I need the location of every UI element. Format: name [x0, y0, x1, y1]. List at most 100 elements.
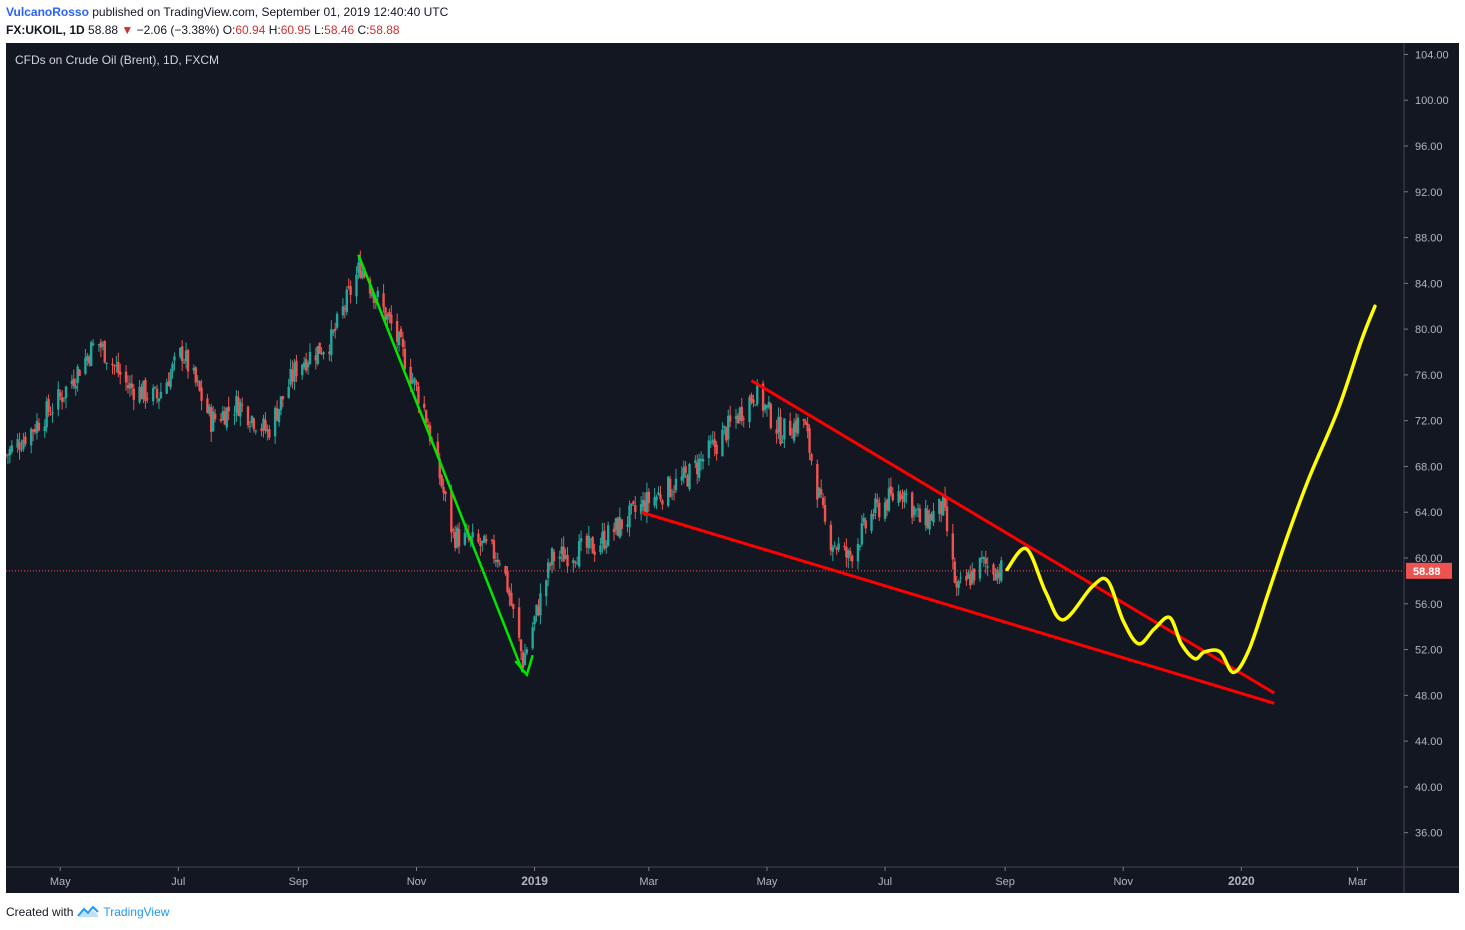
candle-body: [117, 361, 120, 374]
candle-body: [268, 429, 271, 438]
candle-body: [20, 449, 23, 451]
candle-body: [126, 385, 130, 388]
drawings-layer: [357, 254, 1377, 705]
candle-body: [223, 411, 227, 425]
candle-body: [332, 330, 335, 333]
candle-body: [688, 464, 691, 489]
author-link[interactable]: VulcanoRosso: [6, 5, 89, 19]
candle-body: [601, 532, 604, 544]
candle-body: [864, 520, 867, 529]
candle-body: [186, 349, 190, 372]
candle-body: [535, 604, 538, 616]
candle-body: [885, 499, 889, 511]
candle-body: [76, 366, 79, 384]
candle-body: [849, 551, 852, 555]
candle-body: [62, 397, 66, 399]
low-value: 58.46: [324, 23, 355, 37]
candle-body: [70, 380, 74, 385]
price-axis[interactable]: 104.00 100.00 96.00 92.00 88.00 84.00 80.00 76.…: [1403, 43, 1459, 893]
price-tick-label: 64.00: [1415, 507, 1443, 519]
candle-body: [539, 593, 542, 616]
candle-body: [457, 528, 461, 547]
time-tick-label: Jul: [878, 876, 892, 888]
candle-body: [200, 387, 203, 401]
candle-body: [657, 492, 660, 495]
candle-body: [998, 572, 1001, 578]
candle-body: [819, 489, 823, 495]
candle-body: [699, 458, 703, 461]
candle-body: [210, 407, 213, 432]
candle-body: [359, 260, 362, 278]
candle-body: [235, 395, 238, 413]
candle-body: [450, 491, 453, 533]
candle-body: [211, 411, 215, 432]
candle-body: [810, 453, 813, 461]
candle-body: [395, 320, 399, 342]
candle-body: [415, 381, 418, 385]
candle-body: [765, 405, 769, 408]
candle-body: [146, 398, 149, 400]
yellow-projection-path: [1005, 304, 1377, 675]
candle-body: [128, 383, 132, 389]
candle-body: [725, 427, 728, 441]
candle-body: [806, 423, 809, 432]
candle-body: [101, 343, 105, 347]
candle-body: [912, 507, 916, 515]
candle-body: [370, 292, 374, 297]
candle-body: [901, 496, 904, 499]
candle-body: [333, 328, 337, 331]
candle-body: [593, 551, 596, 555]
candle-body: [955, 582, 958, 588]
candle-body: [512, 604, 515, 609]
price-tick-label: 84.00: [1415, 278, 1443, 290]
candle-body: [279, 396, 283, 411]
price-change: −2.06 (−3.38%): [136, 23, 220, 37]
candle-body: [181, 346, 184, 362]
price-tick-label: 52.00: [1415, 645, 1443, 657]
candle-body: [479, 542, 482, 547]
candle-body: [545, 580, 548, 597]
chart-background: [6, 43, 1459, 893]
candle-body: [484, 539, 488, 542]
candle-body: [155, 388, 159, 399]
time-axis[interactable]: May Jul Sep Nov 2019 Mar May Jul Sep Nov 2020 Mar: [6, 866, 1459, 888]
candle-body: [248, 426, 252, 428]
candle-body: [477, 533, 480, 542]
candle-body: [194, 367, 197, 383]
candle-body: [667, 476, 670, 506]
candle-body: [996, 569, 999, 580]
price-chart[interactable]: CFDs on Crude Oil (Brent), 1D, FXCM 104.…: [6, 43, 1459, 893]
chart-title: CFDs on Crude Oil (Brent), 1D, FXCM: [15, 53, 219, 67]
candle-body: [525, 649, 529, 654]
candle-body: [417, 386, 420, 404]
candle-body: [713, 439, 716, 447]
candle-body: [16, 439, 19, 448]
time-tick-label: Mar: [1348, 876, 1367, 888]
candle-body: [57, 389, 60, 410]
published-text: published on TradingView.com, September …: [92, 5, 449, 19]
candle-body: [781, 441, 784, 443]
candle-body: [409, 366, 412, 384]
candle-body: [390, 314, 393, 324]
publish-header: VulcanoRosso published on TradingView.co…: [6, 5, 448, 19]
price-tick-label: 96.00: [1415, 141, 1443, 153]
candle-body: [878, 502, 881, 518]
candle-body: [10, 445, 14, 452]
candle-body: [748, 397, 751, 423]
symbol-label[interactable]: FX:UKOIL, 1D: [6, 23, 85, 37]
price-tick-label: 44.00: [1415, 736, 1443, 748]
tradingview-brand[interactable]: TradingView: [103, 905, 170, 919]
candle-body: [728, 415, 732, 422]
candle-body: [612, 528, 616, 533]
candle-body: [221, 411, 225, 420]
candle-body: [179, 347, 182, 357]
candle-body: [483, 535, 486, 543]
candle-body: [355, 274, 358, 297]
chart-area[interactable]: CFDs on Crude Oil (Brent), 1D, FXCM 104.…: [6, 43, 1459, 893]
candle-body: [1000, 560, 1003, 581]
candle-body: [924, 508, 927, 526]
candle-body: [818, 487, 821, 498]
candle-body: [628, 505, 631, 528]
price-axis-background: [1404, 43, 1459, 893]
candle-body: [577, 540, 581, 567]
